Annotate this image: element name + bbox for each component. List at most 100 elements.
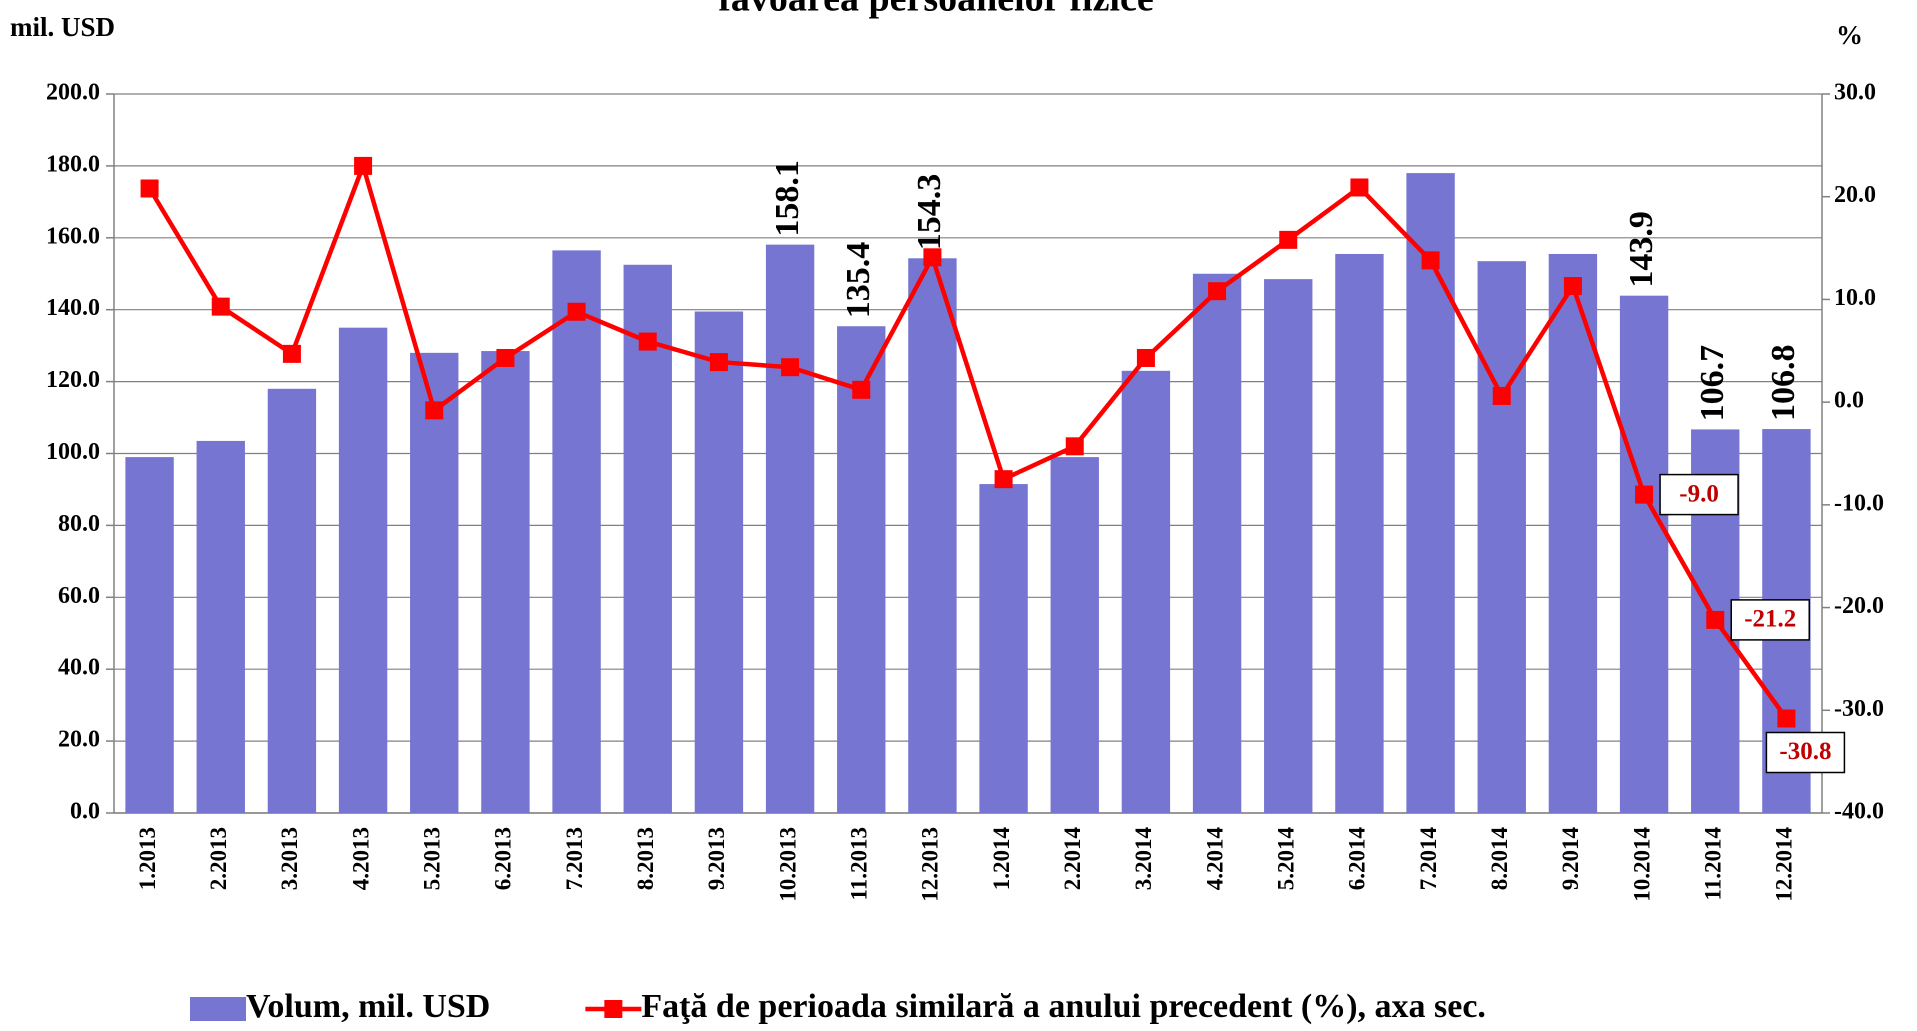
x-tick-label: 11.2013 — [847, 827, 872, 900]
bar — [694, 311, 744, 813]
line-marker — [638, 332, 657, 351]
legend-item: Faţă de perioada similară a anului prece… — [585, 988, 1486, 1025]
line-marker — [781, 358, 800, 377]
bar — [623, 264, 672, 813]
line-marker — [709, 353, 728, 372]
line-value-label-text: -30.8 — [1779, 738, 1831, 765]
line-marker — [1563, 277, 1582, 296]
line-marker — [1777, 709, 1796, 728]
line-marker — [140, 179, 159, 198]
y-tick-label: 140.0 — [46, 295, 100, 321]
line-marker — [282, 344, 301, 363]
bar — [338, 327, 388, 813]
line-marker — [1350, 178, 1369, 197]
x-tick-label: 4.2014 — [1202, 827, 1227, 891]
x-tick-label: 9.2013 — [704, 827, 729, 890]
bar-value-label: 154.3 — [911, 174, 948, 251]
x-tick-label: 4.2013 — [348, 827, 373, 890]
x-tick-label: 5.2013 — [420, 827, 445, 890]
x-tick-label: 1.2014 — [989, 827, 1014, 891]
x-tick-label: 2.2013 — [206, 827, 231, 890]
y-tick-label: 20.0 — [58, 727, 100, 753]
y2-axis-label: % — [1836, 20, 1863, 50]
x-tick-label: 5.2014 — [1274, 827, 1299, 891]
bar — [552, 250, 601, 813]
y-tick-label: 60.0 — [58, 583, 100, 609]
y-tick-label: 160.0 — [46, 223, 100, 249]
bar — [1406, 173, 1455, 814]
bar — [125, 457, 174, 813]
bar — [1477, 261, 1526, 814]
bar — [196, 440, 245, 813]
y2-tick-label: -10.0 — [1834, 490, 1884, 516]
line-marker — [1065, 437, 1084, 456]
bar — [1192, 273, 1242, 813]
line-value-label: -21.2 — [1730, 599, 1810, 641]
y-tick-label: 200.0 — [46, 80, 100, 106]
bar — [1264, 279, 1313, 814]
bar — [765, 244, 815, 813]
line-marker — [1706, 610, 1725, 629]
y2-tick-label: 0.0 — [1834, 388, 1864, 414]
y2-tick-label: -30.0 — [1834, 696, 1884, 722]
y2-tick-label: 20.0 — [1834, 182, 1876, 208]
y2-tick-label: -40.0 — [1834, 799, 1884, 825]
legend-label: Volum, mil. USD — [246, 988, 490, 1025]
x-tick-label: 8.2014 — [1487, 827, 1512, 891]
legend-item: Volum, mil. USD — [190, 988, 490, 1025]
bar — [1050, 457, 1099, 813]
label-box — [1659, 473, 1739, 516]
bar — [481, 351, 530, 813]
y2-tick-label: 30.0 — [1834, 80, 1876, 106]
bar — [837, 326, 886, 813]
bar-value-label: 106.7 — [1694, 345, 1731, 422]
legend-swatch — [190, 997, 246, 1021]
x-tick-label: 10.2014 — [1629, 827, 1654, 902]
line-marker — [852, 380, 871, 399]
x-tick-label: 7.2013 — [562, 827, 587, 890]
x-tick-label: 1.2013 — [135, 827, 160, 890]
y-tick-label: 120.0 — [46, 367, 100, 393]
chart-title: favoarea persoanelor fizice — [718, 0, 1153, 20]
x-tick-label: 6.2013 — [491, 827, 516, 890]
bar — [1619, 295, 1669, 813]
legend-label: Faţă de perioada similară a anului prece… — [641, 988, 1486, 1025]
bar-value-label: 143.9 — [1623, 211, 1660, 288]
x-tick-label: 9.2014 — [1558, 827, 1583, 891]
x-tick-label: 11.2014 — [1701, 827, 1726, 901]
bar — [410, 352, 459, 813]
x-tick-label: 6.2014 — [1345, 827, 1370, 891]
label-box — [1765, 731, 1846, 774]
y2-tick-label: -20.0 — [1834, 593, 1884, 619]
bar — [267, 388, 317, 813]
bar — [908, 258, 957, 813]
label-box — [1730, 599, 1810, 641]
line-marker — [567, 302, 586, 321]
line-value-label-text: -21.2 — [1744, 606, 1796, 633]
x-tick-label: 12.2014 — [1772, 827, 1797, 902]
bar — [979, 484, 1028, 813]
line-marker — [211, 297, 230, 316]
y-tick-label: 0.0 — [70, 799, 100, 825]
x-tick-label: 8.2013 — [633, 827, 658, 890]
line-marker — [1635, 485, 1654, 504]
bar — [1121, 370, 1171, 813]
x-tick-label: 10.2013 — [775, 827, 800, 902]
y2-tick-label: 10.0 — [1834, 285, 1876, 311]
line-marker — [354, 156, 373, 175]
x-tick-label: 3.2014 — [1131, 827, 1156, 891]
x-tick-label: 2.2014 — [1060, 827, 1085, 891]
y-tick-label: 180.0 — [46, 151, 100, 177]
line-marker — [994, 470, 1013, 489]
line-marker — [1421, 251, 1440, 270]
bar — [1548, 253, 1598, 814]
bar — [1335, 253, 1384, 814]
line-marker — [923, 248, 942, 267]
y-tick-label: 40.0 — [58, 655, 100, 681]
x-tick-label: 12.2013 — [918, 827, 943, 902]
line-marker — [1208, 282, 1227, 301]
bar-value-label: 106.8 — [1765, 345, 1802, 422]
line-value-label: -30.8 — [1765, 731, 1846, 774]
line-marker — [496, 348, 515, 367]
x-tick-label: 7.2014 — [1416, 827, 1441, 891]
